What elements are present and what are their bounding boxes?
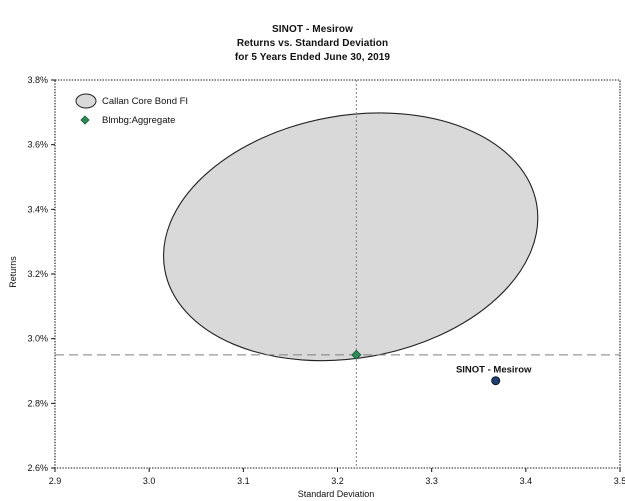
y-tick-label-0: 2.6% <box>27 463 48 473</box>
legend-callan-core-bond-symbol <box>75 93 97 109</box>
chart-subtitle-line-2: for 5 Years Ended June 30, 2019 <box>234 52 391 63</box>
callan-core-bond-region <box>163 112 539 362</box>
legend-bloomberg-aggregate-symbol <box>80 115 90 125</box>
y-tick-label-3: 3.2% <box>27 269 48 279</box>
x-tick-label-2: 3.1 <box>237 476 250 486</box>
x-axis-title: Standard Deviation <box>298 489 375 499</box>
series-0-point-0 <box>351 349 362 360</box>
y-tick-label-5: 3.6% <box>27 140 48 150</box>
x-tick-label-4: 3.3 <box>425 476 438 486</box>
x-tick-label-6: 3.5 <box>614 476 625 486</box>
x-tick-label-1: 3.0 <box>143 476 156 486</box>
x-tick-label-0: 2.9 <box>49 476 62 486</box>
chart-subtitle-line-1: Returns vs. Standard Deviation <box>236 38 389 49</box>
y-tick-label-6: 3.8% <box>27 75 48 85</box>
x-tick-label-3: 3.2 <box>331 476 344 486</box>
series-1-point-0 <box>491 376 501 386</box>
x-tick-label-5: 3.4 <box>520 476 533 486</box>
y-tick-label-1: 2.8% <box>27 398 48 408</box>
y-tick-label-2: 3.0% <box>27 334 48 344</box>
y-tick-label-4: 3.4% <box>27 204 48 214</box>
legend-callan-core-bond-label: Callan Core Bond FI <box>102 96 188 107</box>
legend-bloomberg-aggregate-label: Blmbg:Aggregate <box>102 115 175 126</box>
chart-title-block: SINOT - Mesirow Returns vs. Standard Dev… <box>0 23 625 65</box>
sinot-mesirow-annotation: SINOT - Mesirow <box>456 365 532 376</box>
chart-title: SINOT - Mesirow <box>272 24 353 35</box>
y-axis-title: Returns <box>8 256 18 288</box>
